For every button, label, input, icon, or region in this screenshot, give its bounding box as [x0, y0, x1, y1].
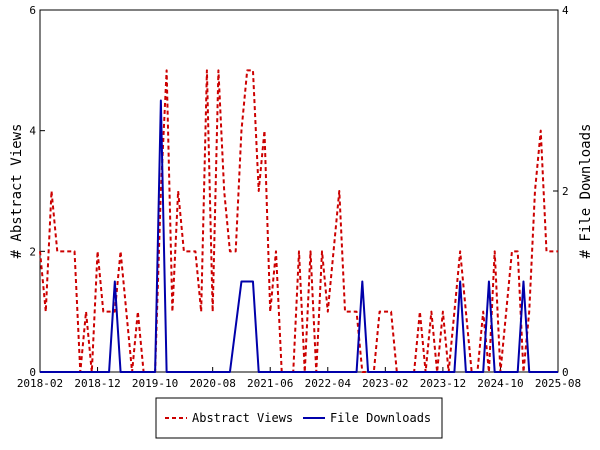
legend: Abstract Views File Downloads: [155, 397, 443, 439]
left-y-tick-label: 6: [29, 4, 36, 17]
legend-box: [155, 397, 443, 439]
x-tick-label: 2018-02: [17, 377, 63, 390]
left-axis-title: # Abstract Views: [9, 124, 25, 259]
right-y-tick-label: 0: [562, 366, 569, 379]
right-y-tick-label: 4: [562, 4, 569, 17]
x-tick-label: 2019-10: [132, 377, 178, 390]
x-axis-tick-labels: 2018-02 2018-12 2019-10 2020-08 2021-06 2022-…: [17, 377, 581, 390]
x-tick-label: 2021-06: [247, 377, 293, 390]
left-y-tick-label: 4: [29, 125, 36, 138]
left-y-tick-label: 0: [29, 366, 36, 379]
legend-label-abstract-views: Abstract Views: [192, 411, 293, 425]
right-axis-tick-labels: 0 2 4: [562, 4, 569, 379]
legend-label-file-downloads: File Downloads: [330, 411, 431, 425]
x-tick-label: 2022-04: [305, 377, 352, 390]
x-tick-label: 2025-08: [535, 377, 581, 390]
x-tick-label: 2018-12: [74, 377, 120, 390]
x-tick-label: 2020-08: [189, 377, 235, 390]
x-tick-label: 2023-12: [420, 377, 466, 390]
right-y-tick-label: 2: [562, 185, 569, 198]
series-line-abstract-views: [39, 69, 558, 373]
series-line-file-downloads: [40, 99, 558, 373]
right-axis-title: # File Downloads: [578, 124, 594, 259]
x-tick-label: 2024-10: [477, 377, 523, 390]
x-tick-label: 2023-02: [362, 377, 408, 390]
left-axis-tick-labels: 0 2 4 6: [29, 4, 36, 379]
series-layer: [39, 69, 558, 373]
left-y-tick-label: 2: [29, 245, 36, 258]
